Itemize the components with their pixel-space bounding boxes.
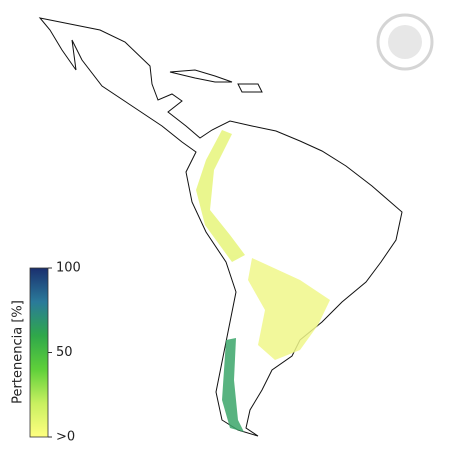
andes-range — [196, 130, 245, 262]
colorbar-tick-label: 50 — [56, 345, 73, 360]
logo — [376, 13, 434, 71]
cuba — [169, 69, 233, 83]
pampas-range — [248, 258, 330, 360]
colorbar-tick-label: 100 — [56, 261, 81, 276]
colorbar-tick-label: >0 — [56, 430, 75, 445]
colorbar — [29, 267, 49, 438]
range-shading — [196, 130, 330, 432]
hispaniola — [237, 83, 263, 93]
chile-range — [222, 338, 244, 432]
colorbar-title: Pertenencia [%] — [11, 300, 26, 404]
